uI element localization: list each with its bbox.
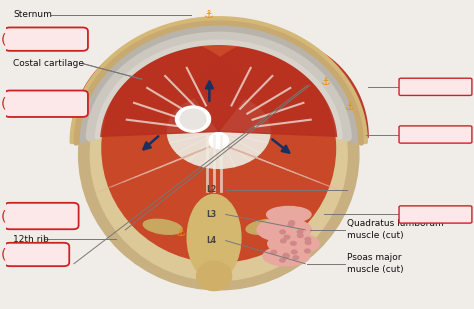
- Circle shape: [285, 259, 291, 263]
- Circle shape: [301, 246, 307, 250]
- FancyBboxPatch shape: [399, 206, 472, 223]
- FancyBboxPatch shape: [4, 91, 88, 117]
- Text: L2: L2: [207, 185, 217, 194]
- Ellipse shape: [197, 261, 232, 291]
- Text: 12th rib: 12th rib: [13, 235, 49, 243]
- Text: Sternum: Sternum: [13, 10, 52, 19]
- Ellipse shape: [102, 35, 336, 262]
- Text: (: (: [0, 97, 6, 111]
- Circle shape: [288, 237, 293, 241]
- Text: ⚓: ⚓: [176, 228, 186, 238]
- Text: ⚓: ⚓: [345, 102, 355, 112]
- Circle shape: [284, 223, 289, 227]
- FancyBboxPatch shape: [4, 203, 79, 229]
- Circle shape: [273, 242, 278, 246]
- Text: ⚓: ⚓: [204, 10, 214, 19]
- Ellipse shape: [268, 233, 319, 255]
- FancyBboxPatch shape: [4, 28, 88, 51]
- Circle shape: [286, 222, 292, 226]
- Text: (: (: [0, 32, 6, 46]
- Text: Psoas major
muscle (cut): Psoas major muscle (cut): [347, 253, 404, 274]
- Circle shape: [274, 235, 280, 239]
- FancyBboxPatch shape: [399, 126, 472, 143]
- Ellipse shape: [79, 19, 359, 290]
- Ellipse shape: [180, 109, 206, 129]
- Ellipse shape: [143, 219, 182, 234]
- Text: Costal cartilage: Costal cartilage: [13, 59, 84, 68]
- Polygon shape: [72, 39, 248, 138]
- Text: (: (: [0, 209, 6, 223]
- Text: L4: L4: [207, 236, 217, 245]
- Circle shape: [296, 225, 301, 228]
- Circle shape: [304, 246, 310, 250]
- Ellipse shape: [257, 218, 311, 242]
- Ellipse shape: [266, 206, 311, 222]
- Ellipse shape: [187, 194, 241, 281]
- Text: ⚓: ⚓: [321, 77, 331, 87]
- Circle shape: [267, 221, 273, 225]
- Circle shape: [297, 241, 303, 244]
- Text: L3: L3: [207, 210, 217, 219]
- Circle shape: [296, 256, 301, 260]
- Circle shape: [285, 220, 291, 224]
- Circle shape: [280, 259, 286, 263]
- Circle shape: [296, 257, 301, 260]
- Ellipse shape: [209, 133, 228, 149]
- Text: Quadratus lumborum
muscle (cut): Quadratus lumborum muscle (cut): [347, 219, 444, 240]
- Circle shape: [273, 261, 278, 265]
- FancyBboxPatch shape: [399, 78, 472, 95]
- Text: (: (: [0, 248, 6, 261]
- FancyBboxPatch shape: [4, 243, 69, 266]
- Circle shape: [274, 261, 280, 265]
- Polygon shape: [191, 39, 368, 138]
- Ellipse shape: [167, 95, 270, 168]
- Ellipse shape: [246, 219, 285, 234]
- Circle shape: [297, 248, 303, 251]
- Ellipse shape: [90, 28, 347, 281]
- Ellipse shape: [263, 246, 310, 266]
- Ellipse shape: [175, 106, 210, 132]
